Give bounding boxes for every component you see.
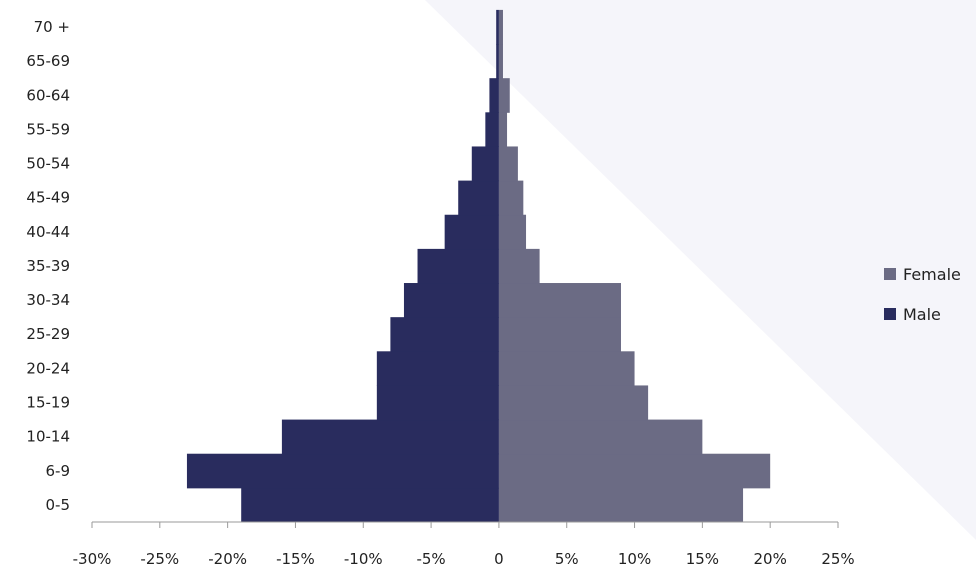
female-bar-0-5: [498, 487, 744, 523]
y-tick-label: 70 +: [34, 18, 70, 36]
male-bar-0-5: [241, 487, 499, 523]
y-tick-label: 45-49: [26, 189, 70, 207]
male-bar-20-24: [376, 351, 499, 386]
x-tick-label: 5%: [555, 550, 579, 568]
male-bar-25-29: [390, 317, 499, 352]
y-tick-label: 35-39: [26, 257, 70, 275]
y-tick-label: 20-24: [26, 359, 70, 377]
x-tick-label: -25%: [140, 550, 179, 568]
bars-group: [186, 9, 771, 523]
male-bar-55-59: [485, 112, 499, 147]
legend: Female Male: [884, 265, 961, 324]
y-tick-label: 40-44: [26, 223, 70, 241]
y-tick-label: 6-9: [46, 462, 71, 480]
legend-label-female: Female: [903, 265, 961, 284]
y-tick-label: 0-5: [46, 496, 71, 514]
female-bar-65-69: [498, 44, 503, 79]
male-bar-40-44: [444, 214, 499, 250]
x-tick-label: 10%: [618, 550, 651, 568]
y-tick-label: 65-69: [26, 52, 70, 70]
x-axis: -30% -25% -20% -15% -10% -5% 0 5% 10% 15% 20% 25%: [73, 521, 855, 568]
male-bar-60-64: [489, 78, 499, 113]
male-bar-50-54: [471, 146, 499, 182]
y-tick-label: 60-64: [26, 86, 70, 104]
x-tick-label: 15%: [686, 550, 719, 568]
female-bar-45-49: [498, 180, 524, 216]
y-tick-label: 50-54: [26, 155, 70, 173]
female-bar-30-34: [498, 283, 621, 318]
x-tick-label: -5%: [416, 550, 445, 568]
male-bar-45-49: [458, 180, 499, 216]
x-tick-label: 25%: [821, 550, 854, 568]
female-bar-70plus: [498, 9, 503, 45]
female-bar-50-54: [498, 146, 518, 182]
female-bar-40-44: [498, 214, 527, 250]
female-bar-20-24: [498, 351, 635, 386]
legend-label-male: Male: [903, 305, 941, 324]
male-bar-10-14: [281, 419, 499, 455]
legend-swatch-male: [884, 308, 896, 320]
x-tick-label: -10%: [344, 550, 383, 568]
x-tick-label: -30%: [73, 550, 112, 568]
female-bar-35-39: [498, 248, 540, 284]
y-tick-label: 55-59: [26, 120, 70, 138]
male-bar-35-39: [417, 248, 499, 284]
y-tick-label: 30-34: [26, 291, 70, 309]
x-tick-label: -15%: [276, 550, 315, 568]
female-bar-6-9: [498, 453, 771, 489]
male-bar-6-9: [186, 453, 499, 489]
male-bar-65-69: [496, 44, 499, 79]
y-axis: 0-5 6-9 10-14 15-19 20-24 25-29 30-34 35-39 40-4…: [26, 18, 70, 514]
y-tick-label: 10-14: [26, 428, 70, 446]
x-tick-label: 0: [494, 550, 504, 568]
x-tick-label: -20%: [208, 550, 247, 568]
female-bar-60-64: [498, 78, 510, 113]
female-bar-15-19: [498, 385, 649, 421]
y-tick-label: 25-29: [26, 325, 70, 343]
female-bar-10-14: [498, 419, 703, 455]
male-bar-15-19: [376, 385, 499, 421]
male-bar-70plus: [496, 9, 499, 45]
legend-swatch-female: [884, 268, 896, 280]
female-bar-25-29: [498, 317, 621, 352]
male-bar-30-34: [403, 283, 499, 318]
y-tick-label: 15-19: [26, 394, 70, 412]
x-tick-label: 20%: [754, 550, 787, 568]
female-bar-55-59: [498, 112, 508, 147]
